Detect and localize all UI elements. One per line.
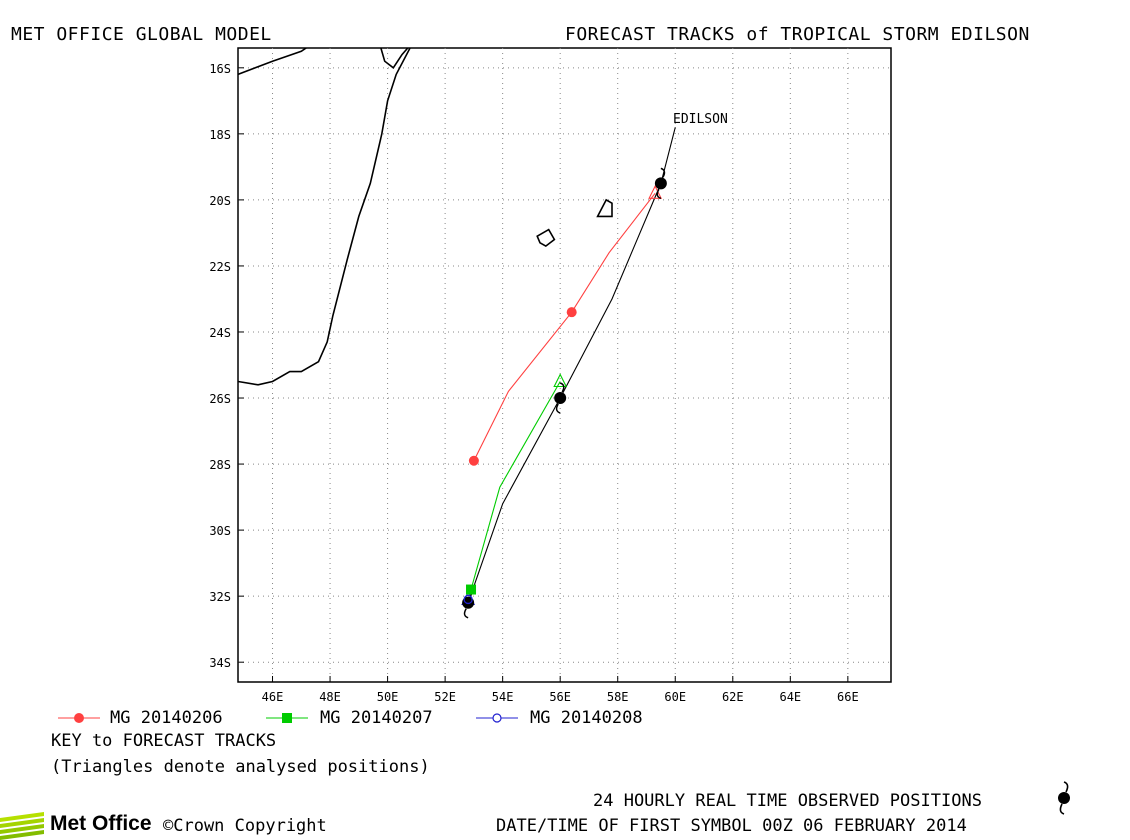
left-title: MET OFFICE GLOBAL MODEL [11,24,272,45]
legend-label-run2: MG 20140207 [320,708,433,728]
copyright-text: ©Crown Copyright [163,816,327,836]
forecast-marker-circle [468,455,479,466]
lat-tick-label: 34S [209,656,231,670]
lon-tick-label: 66E [837,690,859,704]
met-office-logo [0,812,44,840]
cyclone-core [462,596,475,609]
legend-blue-marker [476,713,518,723]
tick-marks [238,67,849,682]
lat-tick-label: 18S [209,128,231,142]
legend-label-run1: MG 20140206 [110,708,223,728]
right-title: FORECAST TRACKS of TROPICAL STORM EDILSO… [565,24,1030,45]
forecast-track-line [470,381,561,590]
cyclone-arm [660,167,666,178]
key-note: (Triangles denote analysed positions) [51,757,430,777]
marker-layer [461,167,667,619]
cyclone-core [654,177,667,190]
cyclone-arm [555,403,561,414]
island-outline [596,198,613,218]
lon-tick-label: 62E [722,690,744,704]
lon-tick-label: 64E [779,690,801,704]
island-outline [536,228,556,248]
cyclone-core [554,392,567,405]
legend-green-marker [266,713,308,723]
lon-tick-label: 60E [664,690,686,704]
lat-tick-label: 16S [209,62,231,76]
forecast-marker-circle [566,307,577,318]
cyclone-arm [463,608,469,619]
lat-tick-label: 22S [209,260,231,274]
met-office-logo-text: Met Office [50,812,152,835]
datetime-label: DATE/TIME OF FIRST SYMBOL 00Z 06 FEBRUAR… [496,816,967,836]
lat-tick-label: 30S [209,524,231,538]
lat-tick-label: 26S [209,392,231,406]
observed-label: 24 HOURLY REAL TIME OBSERVED POSITIONS [593,791,982,811]
lat-tick-label: 28S [209,458,231,472]
lon-tick-label: 56E [549,690,571,704]
grid-lines [238,48,891,682]
lon-tick-label: 52E [434,690,456,704]
lon-tick-label: 48E [319,690,341,704]
storm-label: EDILSON [673,112,728,127]
observed-track-line [467,127,676,603]
map-frame [237,47,892,683]
lon-tick-label: 50E [377,690,399,704]
forecast-marker-square [466,584,477,595]
analysed-position-triangle [553,373,568,388]
key-title: KEY to FORECAST TRACKS [51,731,277,751]
madagascar-coastline [238,48,411,386]
legend-label-run3: MG 20140208 [530,708,643,728]
cyclone-symbol-icon [1058,781,1070,815]
observed-cyclone-symbol [654,167,667,200]
observed-cyclone-symbol [554,382,567,414]
lon-tick-label: 54E [492,690,514,704]
lat-tick-label: 32S [209,590,231,604]
lat-tick-label: 24S [209,326,231,340]
lat-tick-label: 20S [209,194,231,208]
land-layer [238,48,613,386]
cyclone-arm [656,189,662,200]
lon-tick-label: 58E [607,690,629,704]
axis-labels: 46E 48E 50E 52E 54E 56E 58E 60E 62E 64E 66E 16S 18S 2… [209,62,858,704]
legend-red-marker [58,713,100,723]
forecast-marker-open-circle [463,594,473,605]
cyclone-arm [559,382,565,393]
lon-tick-label: 46E [262,690,284,704]
track-layer [467,127,676,603]
forecast-track-line [473,192,656,462]
